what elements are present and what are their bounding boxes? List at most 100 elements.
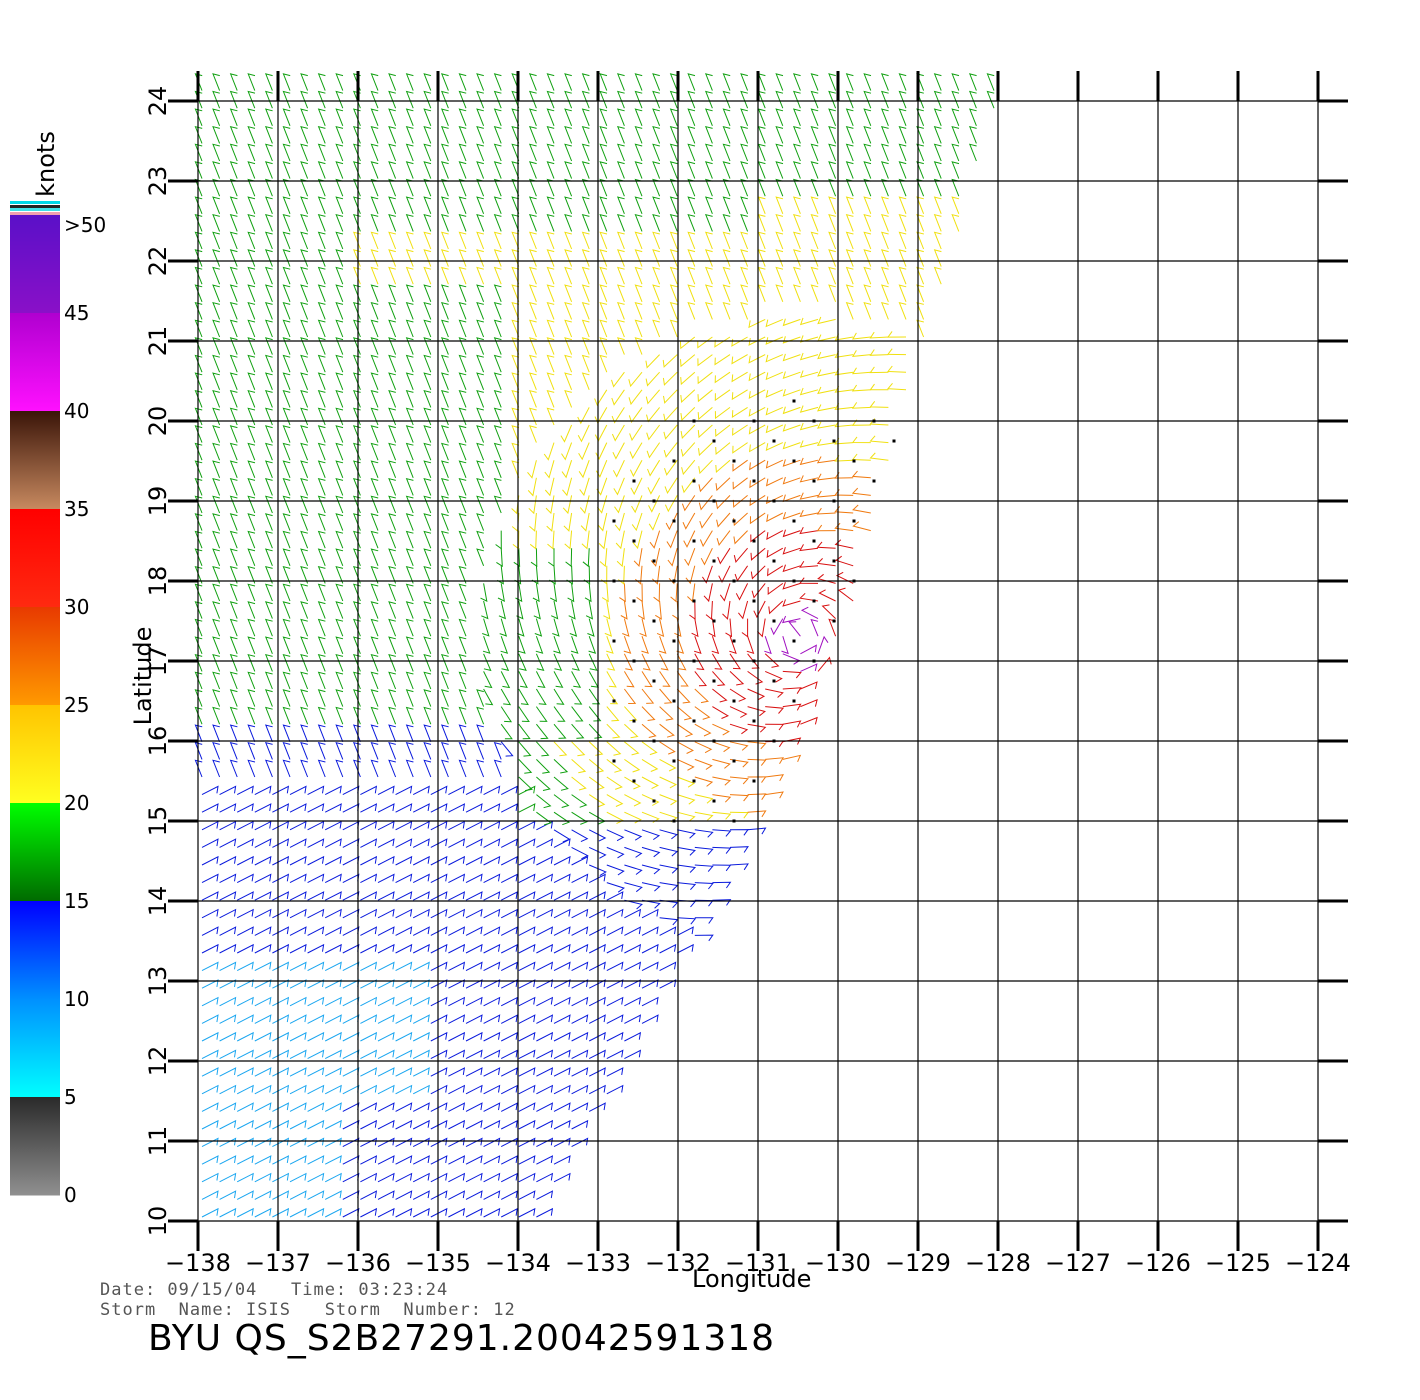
wind-barb — [254, 1067, 272, 1077]
wind-barb — [254, 961, 272, 972]
wind-barb — [564, 284, 573, 302]
wind-barb — [440, 618, 449, 637]
colorbar-tick-label: 35 — [64, 497, 90, 521]
wind-barb — [659, 688, 673, 704]
wind-barb — [212, 583, 221, 602]
wind-barb — [659, 706, 674, 721]
wind-barb — [606, 811, 624, 825]
wind-barb — [264, 548, 273, 566]
wind-barb — [458, 73, 467, 91]
wind-barb — [377, 838, 395, 848]
wind-barb — [458, 249, 467, 267]
wind-barb — [691, 618, 699, 638]
wind-barb — [722, 284, 731, 302]
rain-flag-dot — [712, 679, 716, 683]
wind-barb — [236, 1119, 254, 1130]
wind-barb — [599, 161, 608, 179]
wind-barb — [493, 495, 502, 514]
rain-flag-dot — [692, 779, 696, 783]
colorbar-band — [10, 411, 60, 510]
wind-barb — [800, 644, 817, 655]
rain-flag-dot — [752, 479, 756, 483]
wind-barb — [528, 90, 537, 109]
wind-barb — [511, 231, 520, 250]
wind-barb — [564, 354, 573, 373]
wind-barb — [307, 1049, 325, 1060]
wind-barb — [544, 460, 555, 479]
wind-barb — [395, 1084, 413, 1095]
wind-barb — [732, 459, 748, 472]
wind-barb — [704, 301, 713, 320]
wind-barb — [317, 196, 326, 214]
rain-flag-dot — [632, 779, 636, 783]
wind-barb — [289, 1049, 307, 1060]
wind-barb — [247, 301, 256, 320]
wind-barb — [704, 231, 713, 250]
wind-barb — [324, 1155, 342, 1165]
wind-barb — [564, 196, 573, 214]
wind-barb — [729, 811, 749, 819]
wind-barb — [236, 979, 254, 989]
wind-barb — [851, 384, 871, 392]
wind-barb — [212, 565, 221, 584]
wind-barb — [632, 530, 643, 550]
wind-barb — [659, 758, 677, 772]
wind-barb — [747, 706, 766, 717]
wind-barb — [360, 1049, 378, 1060]
wind-barb — [465, 1031, 483, 1042]
wind-barb — [659, 671, 671, 687]
wind-barb — [342, 1155, 360, 1165]
wind-barb — [816, 456, 836, 464]
wind-barb — [898, 213, 907, 232]
wind-barb — [405, 266, 414, 285]
wind-barb — [352, 213, 361, 232]
wind-barb — [775, 73, 784, 91]
wind-barb — [518, 776, 533, 792]
wind-barb — [765, 354, 783, 363]
wind-barb — [599, 249, 608, 267]
wind-barb — [194, 530, 203, 549]
wind-barb — [518, 636, 526, 654]
wind-barb — [448, 1067, 466, 1077]
wind-barb — [722, 196, 731, 214]
wind-barb — [423, 90, 432, 109]
wind-barb — [282, 618, 291, 637]
wind-barb — [765, 336, 783, 345]
wind-barb — [535, 688, 547, 705]
wind-barb — [483, 671, 493, 689]
wind-barb — [649, 530, 661, 549]
wind-barb — [388, 407, 397, 426]
wind-barb — [788, 621, 801, 637]
wind-barb — [687, 213, 696, 232]
wind-barb — [272, 1172, 290, 1183]
wind-barb — [423, 143, 432, 162]
wind-barb — [518, 803, 536, 813]
wind-barb — [342, 855, 360, 866]
wind-barb — [370, 249, 379, 267]
wind-barb — [219, 996, 237, 1007]
lon-tick-label: −127 — [1045, 1249, 1111, 1277]
wind-barb — [887, 365, 907, 373]
wind-barb — [282, 213, 291, 232]
wind-barb — [863, 143, 872, 162]
wind-barb — [581, 319, 590, 338]
wind-barb — [851, 332, 871, 340]
wind-barb — [810, 284, 819, 302]
wind-barb — [423, 301, 432, 320]
wind-barb — [483, 1119, 501, 1130]
wind-barb — [547, 530, 555, 550]
wind-barb — [571, 943, 589, 954]
wind-barb — [388, 706, 397, 725]
wind-barb — [817, 573, 836, 584]
wind-barb — [588, 1102, 606, 1112]
wind-barb — [588, 1014, 606, 1024]
wind-barb — [748, 406, 766, 417]
wind-barb — [560, 424, 573, 443]
wind-barb — [300, 583, 309, 602]
wind-barb — [342, 996, 360, 1007]
wind-barb — [880, 266, 889, 285]
wind-barb — [405, 319, 414, 338]
wind-barb — [254, 873, 272, 884]
wind-barb — [880, 196, 889, 214]
wind-barb — [264, 601, 273, 619]
